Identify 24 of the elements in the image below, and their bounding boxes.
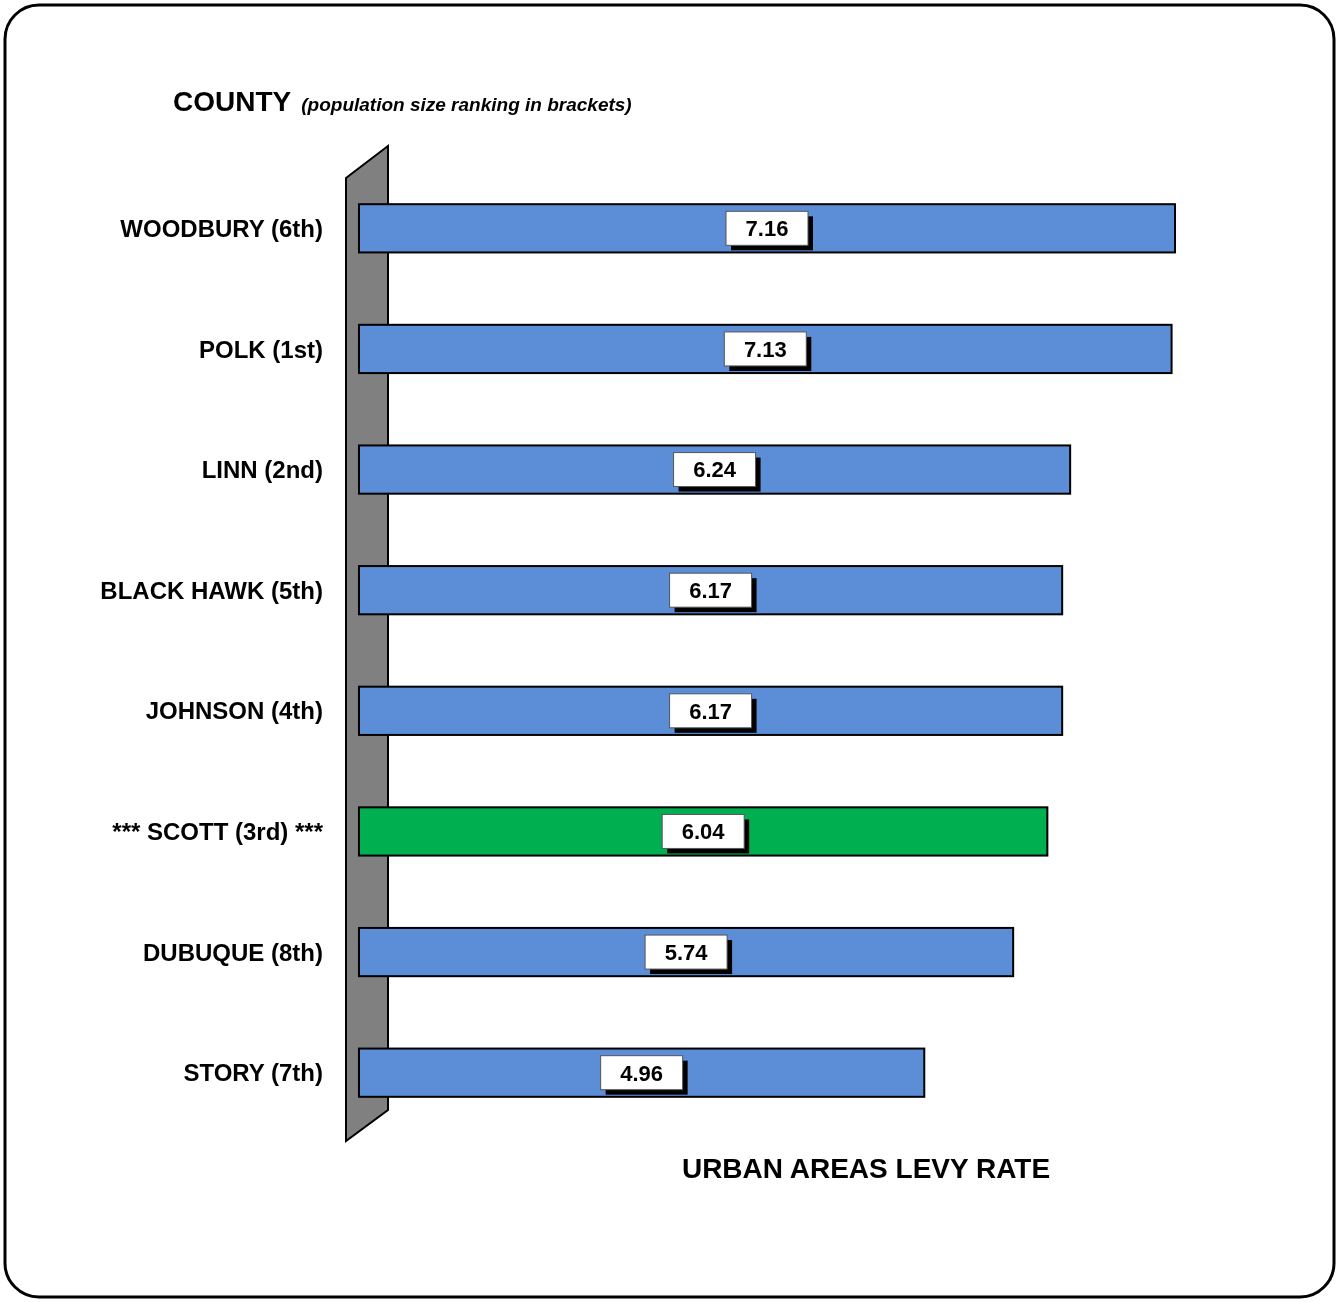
bar [358, 323, 1173, 375]
bar [358, 806, 1049, 857]
data-label: 6.17 [689, 578, 732, 604]
data-label: 6.17 [689, 698, 732, 724]
data-label: 6.24 [693, 457, 737, 483]
data-label: 7.16 [745, 216, 789, 242]
y-tick-label: *** SCOTT (3rd) *** [112, 818, 324, 846]
y-tick-label: DUBUQUE (8th) [143, 938, 323, 966]
bar [358, 203, 1176, 254]
y-tick-label: WOODBURY (6th) [120, 214, 323, 242]
x-axis-title: URBAN AREAS LEVY RATE [681, 1153, 1051, 1184]
y-tick-label: BLACK HAWK (5th) [100, 576, 323, 604]
y-tick-label: STORY (7th) [183, 1059, 323, 1087]
data-label: 7.13 [743, 336, 787, 362]
y-tick-label: POLK (1st) [198, 335, 323, 363]
bar [358, 685, 1064, 736]
chart-title: COUNTY [173, 86, 292, 117]
data-label: 4.96 [620, 1060, 664, 1086]
chart-subtitle: (population size ranking in brackets) [301, 94, 632, 115]
bar [358, 565, 1064, 616]
y-tick-label: JOHNSON (4th) [145, 697, 323, 725]
data-label: 5.74 [664, 939, 709, 965]
data-label: 6.04 [681, 819, 726, 845]
y-tick-label: LINN (2nd) [201, 456, 323, 484]
